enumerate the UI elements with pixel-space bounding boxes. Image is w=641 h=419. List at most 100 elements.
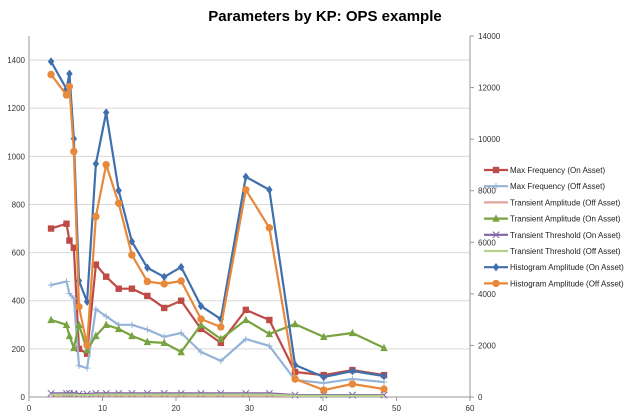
data-point-histogram-amplitude-off-asset [83,341,91,349]
data-point-max-frequency-off-asset [75,362,83,369]
data-point-max-frequency-on-asset [144,292,151,300]
data-point-histogram-amplitude-on-asset [177,262,185,272]
data-point-max-frequency-off-asset [47,281,55,289]
data-point-max-frequency-on-asset [102,273,110,280]
data-point-histogram-amplitude-on-asset [144,263,151,272]
data-point-max-frequency-off-asset [128,321,136,328]
data-point-histogram-amplitude-off-asset [265,224,274,232]
legend-marker-max-frequency-off-asset [492,183,500,190]
data-point-max-frequency-off-asset [217,357,225,365]
legend-label-max-frequency-off-asset: Max Frequency (Off Asset) [510,182,605,191]
y-tick-label: 1400 [7,56,25,65]
data-point-histogram-amplitude-on-asset [66,69,73,78]
data-point-transient-amplitude-on-asset [102,320,110,328]
data-point-histogram-amplitude-on-asset [92,159,100,168]
legend-label-transient-threshold-on-asset: Transient Threshold (On Asset) [510,231,621,240]
data-point-max-frequency-on-asset [197,325,205,333]
series-line-transient-threshold-off-asset [51,393,385,397]
data-point-histogram-amplitude-off-asset [177,277,185,285]
data-point-max-frequency-off-asset [197,348,205,356]
data-point-transient-amplitude-on-asset [291,319,299,328]
data-point-max-frequency-off-asset [66,290,73,297]
legend-label-histogram-amplitude-off-asset: Histogram Amplitude (Off Asset) [510,279,624,288]
series-line-max-frequency-off-asset [50,280,385,385]
data-point-histogram-amplitude-on-asset [115,186,122,195]
data-point-max-frequency-on-asset [47,225,55,232]
x-tick-label: 10 [98,404,107,413]
data-point-transient-amplitude-on-asset [265,329,274,338]
y-tick-label: 1200 [7,104,25,113]
data-point-histogram-amplitude-off-asset [92,212,100,221]
data-point-max-frequency-off-asset [144,326,151,333]
y2-tick-label: 12000 [478,84,501,93]
data-point-histogram-amplitude-off-asset [70,147,78,156]
data-point-histogram-amplitude-on-asset [380,371,388,381]
data-point-max-frequency-off-asset [83,364,91,372]
data-point-max-frequency-off-asset [177,329,185,337]
data-point-histogram-amplitude-off-asset [320,386,328,394]
data-point-transient-amplitude-on-asset [83,345,91,354]
data-point-transient-amplitude-on-asset [114,324,123,333]
data-point-max-frequency-on-asset [291,368,299,376]
y-tick-label: 0 [21,393,26,402]
data-point-transient-amplitude-on-asset [62,320,71,328]
data-point-max-frequency-on-asset [266,316,273,324]
data-point-transient-amplitude-on-asset [197,320,205,328]
data-point-transient-amplitude-on-asset [70,343,78,352]
data-point-transient-amplitude-on-asset [47,315,55,324]
legend-marker-max-frequency-on-asset [492,166,500,174]
chart-title: Parameters by KP: OPS example [208,8,441,25]
legend-label-transient-amplitude-on-asset: Transient Amplitude (On Asset) [510,215,621,224]
y-tick-label: 800 [12,200,26,209]
y-tick-label: 600 [12,249,26,258]
data-point-histogram-amplitude-off-asset [380,385,388,393]
legend-label-transient-threshold-off-asset: Transient Threshold (Off Asset) [510,247,621,256]
y-tick-label: 200 [12,345,26,354]
data-point-histogram-amplitude-off-asset [47,70,55,79]
y-tick-label: 1000 [7,152,25,161]
x-tick-label: 50 [392,404,401,413]
data-point-histogram-amplitude-on-asset [266,185,273,194]
y2-tick-label: 8000 [478,187,496,196]
data-point-histogram-amplitude-on-asset [197,301,205,311]
data-point-histogram-amplitude-on-asset [47,57,55,66]
legend-marker-histogram-amplitude-on-asset [492,263,500,272]
data-point-max-frequency-off-asset [92,305,100,313]
legend-marker-histogram-amplitude-off-asset [492,279,500,288]
data-point-max-frequency-off-asset [266,342,273,350]
legend-label-histogram-amplitude-on-asset: Histogram Amplitude (On Asset) [510,263,624,272]
data-point-histogram-amplitude-on-asset [349,366,356,376]
legend-label-max-frequency-on-asset: Max Frequency (On Asset) [510,166,605,175]
series-line-max-frequency-on-asset [50,222,385,377]
data-point-max-frequency-on-asset [75,345,83,353]
y-tick-label: 400 [12,297,26,306]
legend-marker-transient-threshold-on-asset [492,231,500,239]
data-point-transient-amplitude-on-asset [320,332,328,341]
x-tick-label: 0 [27,404,32,413]
data-point-max-frequency-on-asset [242,306,250,314]
data-point-transient-amplitude-on-asset [217,334,225,343]
data-point-histogram-amplitude-off-asset [217,323,225,331]
data-point-histogram-amplitude-on-asset [102,108,110,117]
data-point-transient-amplitude-on-asset [75,320,83,328]
data-point-transient-amplitude-on-asset [128,331,136,340]
data-point-histogram-amplitude-off-asset [143,277,152,286]
data-point-max-frequency-on-asset [66,237,73,244]
data-point-histogram-amplitude-off-asset [75,303,83,311]
data-point-histogram-amplitude-off-asset [160,280,168,288]
data-point-transient-amplitude-on-asset [65,331,74,340]
legend-label-transient-amplitude-off-asset: Transient Amplitude (Off Asset) [510,198,621,207]
data-point-transient-amplitude-on-asset [143,337,152,346]
data-point-histogram-amplitude-off-asset [114,199,123,207]
data-point-histogram-amplitude-on-asset [161,272,168,282]
data-point-max-frequency-on-asset [128,285,136,292]
data-point-histogram-amplitude-off-asset [348,380,357,388]
y2-tick-label: 6000 [478,238,496,247]
data-point-transient-amplitude-on-asset [92,331,100,340]
legend-marker-transient-amplitude-on-asset [492,214,500,222]
data-point-histogram-amplitude-off-asset [128,251,136,259]
data-point-histogram-amplitude-off-asset [62,91,71,99]
y2-tick-label: 4000 [478,290,496,299]
